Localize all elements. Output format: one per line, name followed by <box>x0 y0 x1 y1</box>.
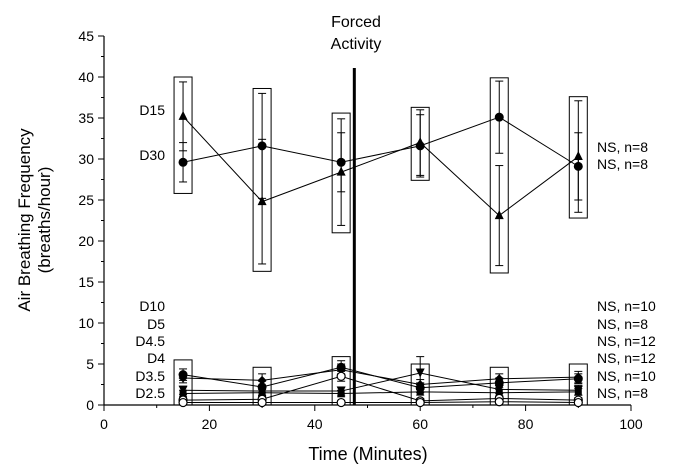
data-point <box>336 397 346 408</box>
series-note: NS, n=12 <box>597 333 656 349</box>
y-axis-title: Air Breathing Frequency (breaths/hour) <box>15 128 54 312</box>
y-axis-label-line1: Air Breathing Frequency <box>15 128 34 312</box>
series-label: D30 <box>139 147 165 163</box>
annotation-label-line1: Forced <box>331 14 381 31</box>
series-label: D5 <box>147 316 165 332</box>
data-point <box>178 397 188 408</box>
annotation-label-line2: Activity <box>331 36 382 53</box>
data-point <box>179 390 187 398</box>
series-note: NS, n=8 <box>597 156 648 172</box>
y-tick-label: 40 <box>78 69 94 85</box>
x-tick-label: 0 <box>100 416 108 432</box>
data-point <box>573 161 583 171</box>
x-tick-label: 40 <box>307 416 323 432</box>
data-point <box>257 397 267 408</box>
y-tick-label: 35 <box>78 110 94 126</box>
series-note: NS, n=12 <box>597 350 656 366</box>
series-note: NS, n=8 <box>597 139 648 155</box>
x-axis-label: Time (Minutes) <box>308 444 427 464</box>
y-axis-label-line2: (breaths/hour) <box>35 167 54 274</box>
series-line <box>182 116 579 217</box>
data-point <box>257 141 267 151</box>
series-label: D3.5 <box>135 368 165 384</box>
x-tick-label: 60 <box>412 416 428 432</box>
series-line <box>183 375 579 402</box>
x-tick-label: 80 <box>518 416 534 432</box>
series-label: D10 <box>139 298 165 314</box>
data-point <box>336 371 346 381</box>
series-line <box>182 116 579 167</box>
series-line <box>183 401 579 404</box>
data-point <box>336 362 346 372</box>
y-tick-label: 20 <box>78 233 94 249</box>
data-point <box>494 210 504 220</box>
range-box <box>489 77 509 274</box>
range-box <box>331 112 351 234</box>
series-label: D2.5 <box>135 385 165 401</box>
data-point <box>257 375 267 385</box>
data-point <box>178 110 188 120</box>
range-box <box>173 76 193 194</box>
data-point <box>415 368 425 378</box>
y-tick-label: 5 <box>86 356 94 372</box>
range-box <box>410 106 430 181</box>
plot-area: 0 5 10 15 20 25 30 35 40 45 0 20 40 60 80 100 D15 NS, n=8… <box>78 28 656 432</box>
data-point <box>336 157 346 167</box>
x-tick-label: 100 <box>619 416 643 432</box>
series-label: D4.5 <box>135 333 165 349</box>
y-tick-label: 30 <box>78 151 94 167</box>
range-box <box>568 96 588 219</box>
range-box <box>252 87 272 272</box>
series-note: NS, n=8 <box>597 385 648 401</box>
data-point <box>178 370 188 380</box>
data-point <box>494 397 504 407</box>
data-point <box>337 390 345 398</box>
series-line <box>183 372 579 392</box>
data-point <box>416 388 424 396</box>
data-point <box>495 389 503 397</box>
data-point <box>257 196 267 206</box>
data-point <box>415 397 425 408</box>
series-note: NS, n=8 <box>597 316 648 332</box>
series-note: NS, n=10 <box>597 368 656 384</box>
x-tick-label: 20 <box>202 416 218 432</box>
series-line <box>182 366 579 389</box>
series-line <box>183 391 579 395</box>
data-point <box>574 388 582 396</box>
series-label: D4 <box>147 350 165 366</box>
y-tick-label: 0 <box>86 397 94 413</box>
data-point <box>573 374 583 384</box>
y-tick-label: 25 <box>78 192 94 208</box>
data-point <box>494 112 504 122</box>
series-note: NS, n=10 <box>597 298 656 314</box>
data-point <box>415 141 425 151</box>
data-point <box>258 389 266 397</box>
y-tick-label: 15 <box>78 274 94 290</box>
y-tick-label: 45 <box>78 28 94 44</box>
data-point <box>178 157 188 167</box>
y-tick-label: 10 <box>78 315 94 331</box>
series-label: D15 <box>139 102 165 118</box>
data-point <box>573 397 583 408</box>
